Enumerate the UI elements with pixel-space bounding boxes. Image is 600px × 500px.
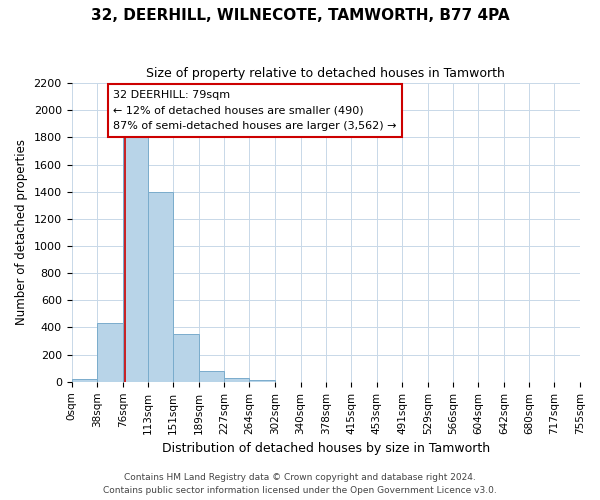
Title: Size of property relative to detached houses in Tamworth: Size of property relative to detached ho… [146, 68, 505, 80]
Bar [199, 371, 224, 382]
Bar [250, 380, 275, 382]
X-axis label: Distribution of detached houses by size in Tamworth: Distribution of detached houses by size … [162, 442, 490, 455]
Bar [224, 378, 250, 382]
Text: 32 DEERHILL: 79sqm
← 12% of detached houses are smaller (490)
87% of semi-detach: 32 DEERHILL: 79sqm ← 12% of detached hou… [113, 90, 397, 131]
Bar [97, 324, 123, 382]
Bar [148, 192, 173, 382]
Bar [71, 379, 97, 382]
Bar [123, 134, 148, 382]
Text: Contains HM Land Registry data © Crown copyright and database right 2024.
Contai: Contains HM Land Registry data © Crown c… [103, 474, 497, 495]
Text: 32, DEERHILL, WILNECOTE, TAMWORTH, B77 4PA: 32, DEERHILL, WILNECOTE, TAMWORTH, B77 4… [91, 8, 509, 22]
Y-axis label: Number of detached properties: Number of detached properties [15, 140, 28, 326]
Bar [173, 334, 199, 382]
